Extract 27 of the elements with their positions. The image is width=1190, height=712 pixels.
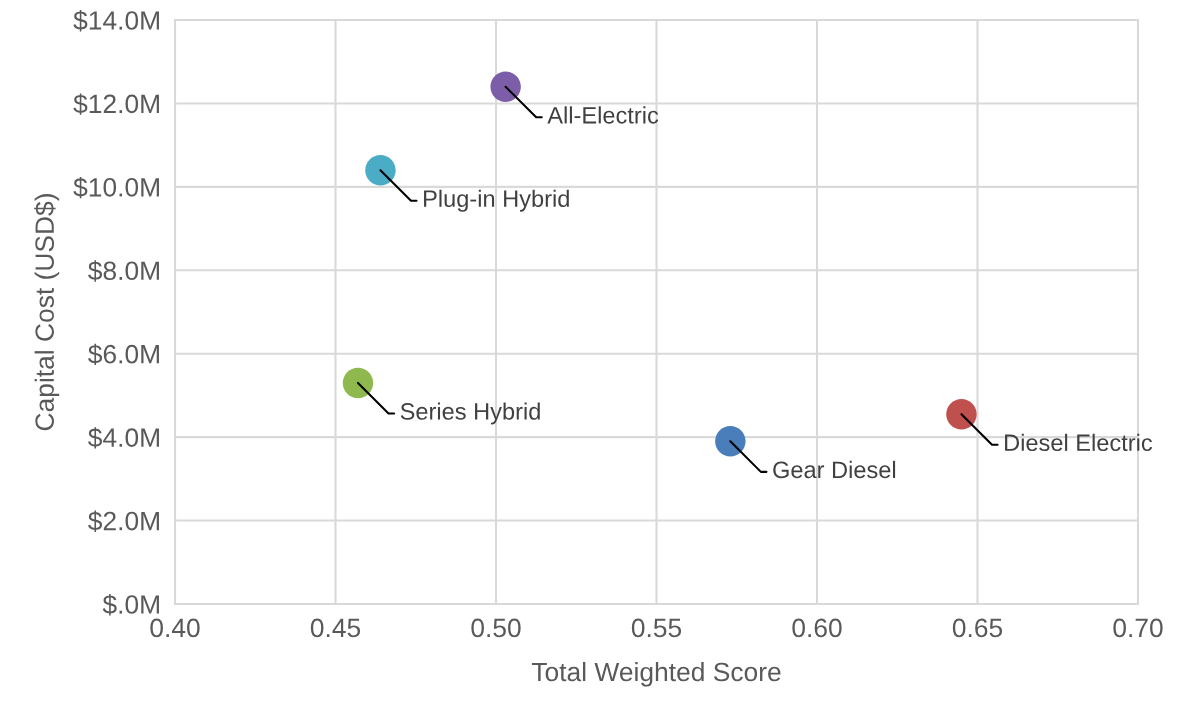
x-tick-label: 0.70 — [1113, 618, 1163, 638]
x-tick-label: 0.40 — [150, 618, 200, 638]
annotation: Gear Diesel — [773, 460, 896, 479]
annotation: Plug-in Hybrid — [424, 189, 569, 212]
y-tick-label: $6.0M — [88, 343, 159, 366]
x-tick-label: 0.55 — [631, 618, 682, 638]
point — [715, 426, 746, 457]
point — [946, 398, 977, 430]
y-tick-label: $14.0M — [73, 10, 159, 32]
annotation: Diesel Electric — [1005, 433, 1153, 452]
point — [490, 71, 521, 102]
y-axis-title: Capital Cost (USD$) — [34, 194, 60, 431]
annotation: Series Hybrid — [400, 402, 540, 425]
y-tick-label: $8.0M — [88, 260, 159, 282]
point — [342, 367, 374, 399]
x-tick-label: 0.50 — [471, 618, 521, 638]
x-tick-label: 0.60 — [792, 618, 842, 638]
y-tick-label: $2.0M — [88, 510, 159, 532]
point — [365, 154, 396, 186]
y-tick-label: $12.0M — [73, 93, 159, 115]
x-tick-label: 0.45 — [310, 618, 361, 638]
annotation: All-Electric — [547, 106, 659, 124]
x-tick-label: 0.65 — [952, 618, 1003, 638]
x-axis-title: Total Weighted Score — [531, 661, 781, 687]
y-tick-label: $.0M — [102, 594, 159, 616]
y-tick-label: $4.0M — [88, 427, 159, 449]
y-tick-label: $10.0M — [73, 176, 159, 199]
